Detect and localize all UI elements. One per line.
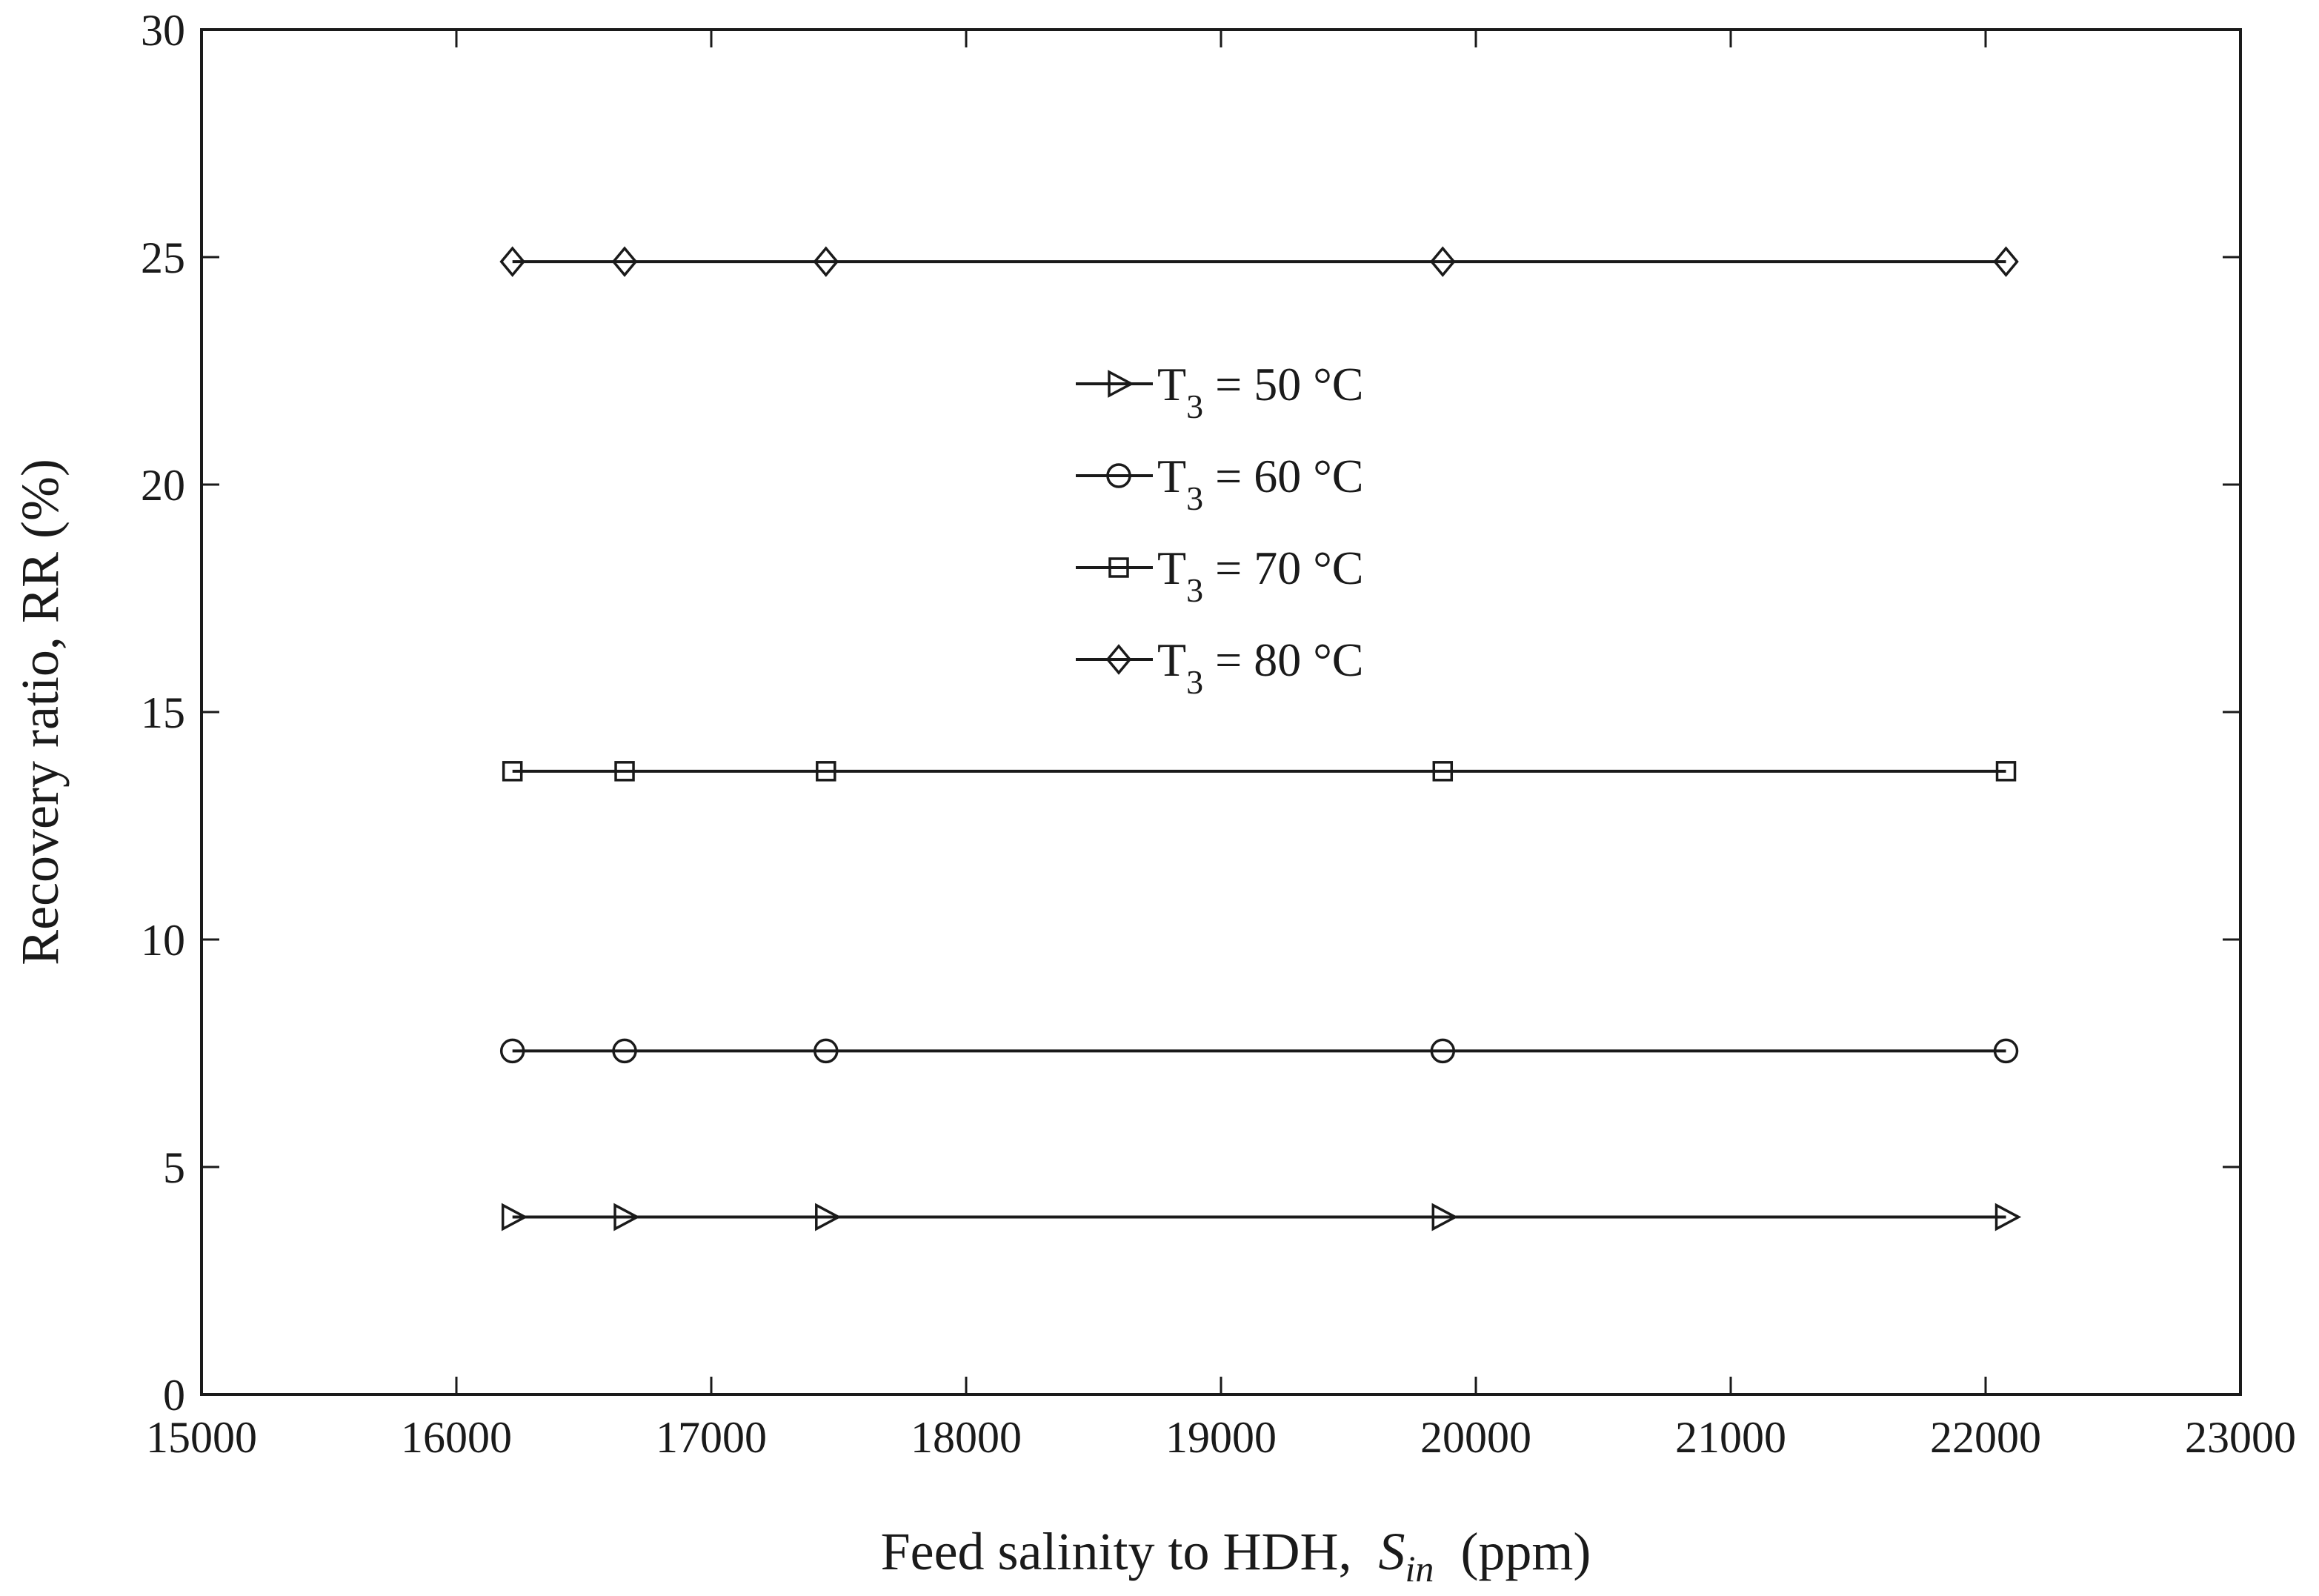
legend-label-subscript: 3 <box>1186 571 1203 609</box>
data-point-square <box>816 761 836 782</box>
data-point-square <box>502 761 523 782</box>
data-point-triangle-right <box>613 1203 640 1231</box>
data-point-circle <box>1993 1038 2019 1064</box>
x-tick-label: 17000 <box>656 1413 767 1462</box>
data-point-diamond <box>1430 246 1456 277</box>
x-tick-label: 21000 <box>1675 1413 1786 1462</box>
data-point-circle <box>612 1038 637 1064</box>
data-point-circle <box>1430 1038 1456 1064</box>
legend-marker-circle <box>1106 463 1131 488</box>
legend-item: T3 = 70 °C <box>1076 542 1363 609</box>
data-point-triangle-right <box>815 1203 842 1231</box>
series-square <box>502 761 2017 782</box>
x-tick-label: 22000 <box>1930 1413 2041 1462</box>
legend-label-rest: = 80 °C <box>1203 634 1363 686</box>
y-tick-label: 0 <box>163 1371 185 1420</box>
legend-label-main: T <box>1157 634 1186 686</box>
y-axis-title: Recovery ratio, RR (%) <box>10 459 70 965</box>
series-triangle-right <box>501 1203 2022 1231</box>
x-axis-title: Feed salinity to HDH, Sin (ppm) <box>881 1522 1591 1589</box>
legend-label-rest: = 70 °C <box>1203 542 1363 594</box>
legend-label-subscript: 3 <box>1186 388 1203 425</box>
legend-item: T3 = 50 °C <box>1076 358 1363 425</box>
x-tick-label: 15000 <box>146 1413 257 1462</box>
x-tick-label: 16000 <box>401 1413 512 1462</box>
data-point-diamond <box>611 246 638 277</box>
data-point-triangle-right <box>1994 1203 2022 1231</box>
legend-label: T3 = 80 °C <box>1157 634 1363 701</box>
axes: 15000 16000 17000 18000 19000 20000 21000 22000… <box>10 6 2296 1589</box>
legend-label: T3 = 50 °C <box>1157 358 1363 425</box>
legend-marker-square <box>1108 557 1129 578</box>
y-tick-label: 20 <box>141 461 185 510</box>
legend-label-main: T <box>1157 542 1186 594</box>
y-tick-label: 30 <box>141 6 185 55</box>
data-point-circle <box>814 1038 839 1064</box>
legend-marker-triangle-right <box>1108 370 1134 398</box>
y-tick-label: 25 <box>141 233 185 282</box>
data-point-diamond <box>499 246 525 277</box>
x-tick-label: 23000 <box>2185 1413 2296 1462</box>
plot-series <box>499 246 2022 1231</box>
x-tick-label: 19000 <box>1165 1413 1277 1462</box>
series-circle <box>499 1038 2019 1064</box>
legend-item: T3 = 60 °C <box>1076 450 1363 517</box>
data-point-triangle-right <box>501 1203 528 1231</box>
legend: T3 = 50 °CT3 = 60 °CT3 = 70 °CT3 = 80 °C <box>1076 358 1363 701</box>
y-tick-label: 5 <box>163 1143 185 1192</box>
x-tick-label: 18000 <box>911 1413 1022 1462</box>
legend-label: T3 = 60 °C <box>1157 450 1363 517</box>
plot-frame <box>200 28 2242 1396</box>
x-axis-title-prefix: Feed salinity to HDH, <box>881 1522 1379 1581</box>
legend-item: T3 = 80 °C <box>1076 634 1363 701</box>
x-tick-label: 20000 <box>1420 1413 1531 1462</box>
legend-label: T3 = 70 °C <box>1157 542 1363 609</box>
x-axis-title-subscript: in <box>1405 1548 1434 1589</box>
data-point-square <box>1995 761 2017 782</box>
legend-label-main: T <box>1157 450 1186 502</box>
data-point-square <box>614 761 635 782</box>
data-point-circle <box>499 1038 525 1064</box>
x-axis-title-symbol: S <box>1379 1522 1405 1581</box>
x-axis-title-unit: (ppm) <box>1434 1522 1591 1581</box>
legend-label-main: T <box>1157 358 1186 410</box>
legend-label-subscript: 3 <box>1186 479 1203 517</box>
y-tick-label: 15 <box>141 688 185 737</box>
data-point-diamond <box>1993 246 2019 277</box>
series-diamond <box>499 246 2019 277</box>
y-tick-label: 10 <box>141 916 185 965</box>
data-point-triangle-right <box>1431 1203 1458 1231</box>
data-point-diamond <box>813 246 839 277</box>
legend-label-rest: = 50 °C <box>1203 358 1363 410</box>
legend-marker-diamond <box>1105 644 1132 675</box>
legend-label-rest: = 60 °C <box>1203 450 1363 502</box>
legend-label-subscript: 3 <box>1186 663 1203 701</box>
data-point-square <box>1432 761 1454 782</box>
